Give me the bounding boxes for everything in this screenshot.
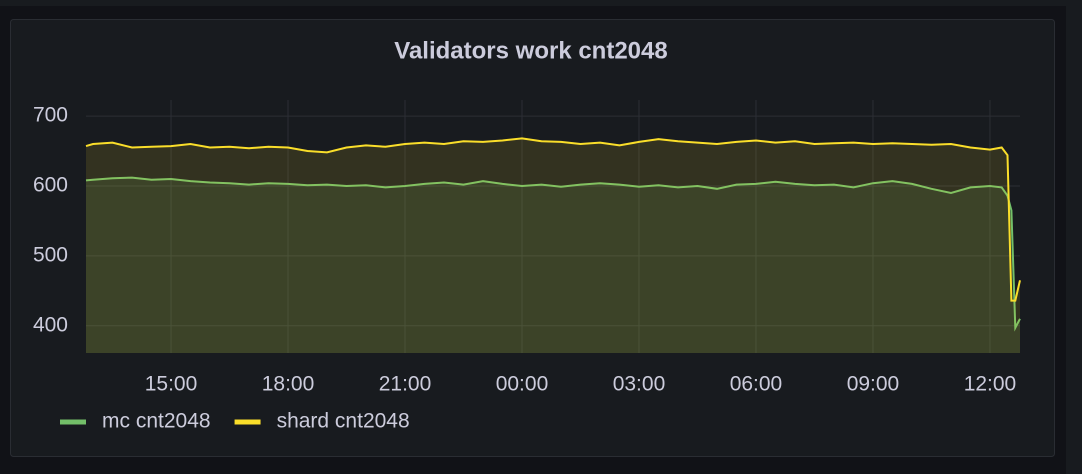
x-tick-label: 03:00 [613, 373, 666, 396]
legend-label: mc cnt2048 [102, 410, 211, 433]
x-tick-label: 15:00 [145, 373, 198, 396]
panel [10, 19, 1055, 457]
y-tick-label: 500 [33, 243, 68, 266]
line [85, 176, 1021, 332]
x-tick-label: 00:00 [496, 373, 549, 396]
legend-label: shard cnt2048 [277, 410, 410, 433]
y-tick-label: 600 [33, 174, 68, 197]
x-tick-label: 21:00 [379, 373, 432, 396]
x-tick-label: 18:00 [262, 373, 315, 396]
chart-title: Validators work cnt2048 [394, 37, 667, 64]
x-tick-label: 12:00 [964, 373, 1017, 396]
y-tick-label: 700 [33, 104, 68, 127]
area [86, 177, 1020, 353]
top-panel [0, 0, 1082, 6]
x-tick-label: 09:00 [847, 373, 900, 396]
line [85, 137, 1021, 302]
y-tick-label: 400 [33, 313, 68, 336]
side-panel [1066, 0, 1082, 474]
area [86, 138, 1020, 353]
x-tick-label: 06:00 [730, 373, 783, 396]
